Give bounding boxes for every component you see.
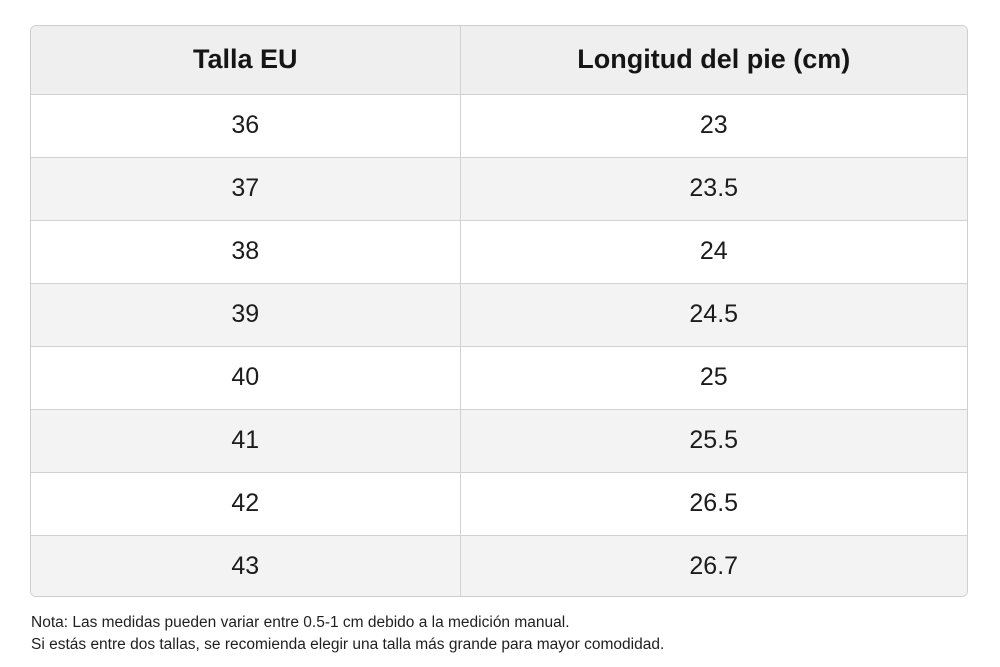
- cell-foot-length: 26.5: [460, 472, 967, 536]
- cell-foot-length: 26.7: [460, 535, 967, 596]
- cell-foot-length: 24.5: [460, 283, 967, 347]
- table-row: 39 24.5: [31, 283, 967, 347]
- header-foot-length: Longitud del pie (cm): [460, 26, 967, 95]
- cell-foot-length: 25: [460, 346, 967, 410]
- cell-eu-size: 41: [31, 409, 461, 473]
- cell-eu-size: 37: [31, 157, 461, 221]
- table-row: 41 25.5: [31, 409, 967, 473]
- table-row: 42 26.5: [31, 472, 967, 536]
- footnote: Nota: Las medidas pueden variar entre 0.…: [31, 612, 971, 656]
- cell-foot-length: 24: [460, 220, 967, 284]
- footnote-line-1: Nota: Las medidas pueden variar entre 0.…: [31, 614, 570, 631]
- table-row: 38 24: [31, 220, 967, 284]
- table-header-row: Talla EU Longitud del pie (cm): [31, 26, 967, 95]
- cell-eu-size: 36: [31, 94, 461, 158]
- table-row: 36 23: [31, 94, 967, 158]
- cell-eu-size: 38: [31, 220, 461, 284]
- table-row: 40 25: [31, 346, 967, 410]
- table-row: 43 26.7: [31, 535, 967, 596]
- header-eu-size: Talla EU: [31, 26, 461, 95]
- footnote-line-2: Si estás entre dos tallas, se recomienda…: [31, 636, 665, 653]
- size-chart-table: Talla EU Longitud del pie (cm) 36 23 37 …: [30, 25, 968, 597]
- cell-eu-size: 43: [31, 535, 461, 596]
- cell-eu-size: 39: [31, 283, 461, 347]
- size-table: Talla EU Longitud del pie (cm) 36 23 37 …: [31, 26, 967, 596]
- cell-foot-length: 23: [460, 94, 967, 158]
- cell-eu-size: 40: [31, 346, 461, 410]
- cell-eu-size: 42: [31, 472, 461, 536]
- table-row: 37 23.5: [31, 157, 967, 221]
- cell-foot-length: 23.5: [460, 157, 967, 221]
- cell-foot-length: 25.5: [460, 409, 967, 473]
